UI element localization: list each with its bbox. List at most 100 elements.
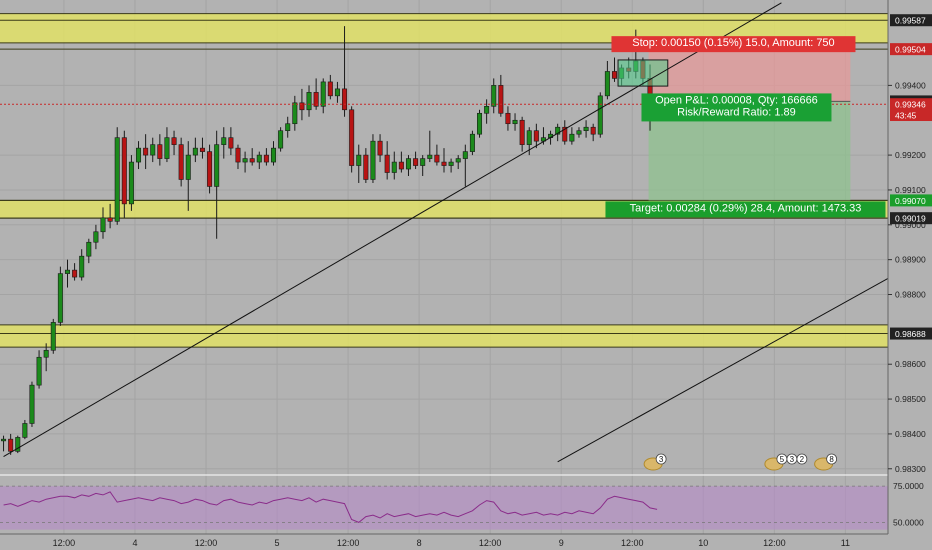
pnl-label-text: Risk/Reward Ratio: 1.89	[677, 106, 796, 118]
candle	[150, 137, 156, 163]
candle	[143, 134, 149, 170]
candle-body	[164, 137, 170, 159]
candle	[121, 130, 127, 218]
candle	[484, 99, 490, 124]
candle	[512, 113, 518, 131]
candle-body	[128, 161, 134, 205]
candle-body	[455, 158, 461, 163]
candle-body	[477, 112, 483, 135]
x-tick-label: 12:00	[763, 538, 786, 548]
candle-body	[519, 119, 525, 145]
candle-body	[50, 322, 56, 351]
candle-body	[57, 273, 63, 323]
candle-body	[1, 438, 7, 442]
candle-body	[505, 112, 511, 125]
candle-body	[405, 158, 411, 170]
candle	[15, 435, 21, 454]
candle	[562, 120, 568, 145]
candle-body	[533, 130, 539, 142]
candle	[285, 116, 291, 138]
candle	[398, 151, 404, 173]
candle-body	[214, 144, 220, 187]
candle	[128, 155, 134, 211]
y-tick-label: 0.99200	[895, 150, 926, 160]
event-count: 8	[829, 455, 834, 464]
price-tag-label: 0.99346	[895, 100, 926, 110]
candle	[50, 318, 56, 354]
x-tick-label: 5	[275, 538, 280, 548]
target-label-text: Target: 0.00284 (0.29%) 28.4, Amount: 14…	[630, 202, 862, 214]
candle	[569, 127, 575, 145]
candle	[199, 137, 205, 159]
candle	[93, 224, 99, 250]
x-tick-label: 9	[559, 538, 564, 548]
candle	[79, 249, 85, 281]
event-count-bubble	[655, 453, 667, 465]
candle	[434, 144, 440, 166]
candle	[405, 155, 411, 177]
candle-body	[143, 147, 149, 156]
candle-body	[462, 151, 468, 159]
candle-body	[100, 217, 106, 233]
event-count: 2	[800, 455, 805, 464]
candle	[171, 130, 177, 156]
stop-loss-region	[648, 49, 851, 102]
candle	[185, 141, 191, 211]
oscillator-tick-label: 75.0000	[893, 481, 924, 491]
candle	[448, 158, 454, 173]
candle	[228, 127, 234, 156]
candle-body	[427, 154, 433, 159]
candle	[441, 148, 447, 173]
candle	[356, 144, 362, 183]
candle-body	[242, 158, 248, 163]
y-tick-label: 0.98500	[895, 394, 926, 404]
candle	[363, 148, 369, 183]
position-layer	[648, 49, 851, 201]
candle-body	[498, 85, 504, 114]
candle	[519, 116, 525, 152]
candle-body	[79, 255, 85, 278]
price-tag	[890, 14, 932, 27]
candle-body	[36, 356, 42, 386]
candle	[413, 151, 419, 170]
candle-body	[86, 241, 92, 257]
candle-body	[263, 154, 269, 163]
candle	[242, 151, 248, 173]
candle	[64, 259, 70, 288]
candle-body	[93, 231, 99, 243]
candle-body	[29, 384, 35, 424]
candle-body	[583, 126, 589, 131]
price-tag	[890, 109, 932, 122]
candle	[377, 134, 383, 163]
candle-body	[107, 217, 113, 222]
candle-body	[398, 161, 404, 170]
price-tag	[890, 194, 932, 207]
candle	[555, 123, 561, 142]
event-count: 3	[790, 455, 795, 464]
y-tick-label: 0.98600	[895, 359, 926, 369]
price-tag-label: 0.98688	[895, 329, 926, 339]
candle-body	[313, 92, 319, 107]
candle-body	[604, 71, 610, 97]
candle	[349, 106, 355, 173]
candle	[72, 263, 78, 281]
candle-body	[512, 119, 518, 125]
candle-body	[434, 154, 440, 163]
candle-body	[278, 130, 284, 149]
candle-body	[391, 161, 397, 173]
candle-body	[136, 147, 142, 163]
price-tag	[890, 327, 932, 340]
candle	[100, 207, 106, 239]
candle	[370, 134, 376, 183]
event-count: 5	[780, 455, 785, 464]
candle	[590, 123, 596, 142]
candle-body	[64, 269, 70, 274]
price-tag-label: 0.99070	[895, 196, 926, 206]
x-tick-label: 12:00	[53, 538, 76, 548]
candle	[597, 92, 603, 138]
candle-body	[320, 81, 326, 107]
candle-body	[611, 71, 617, 79]
candle	[136, 141, 142, 170]
